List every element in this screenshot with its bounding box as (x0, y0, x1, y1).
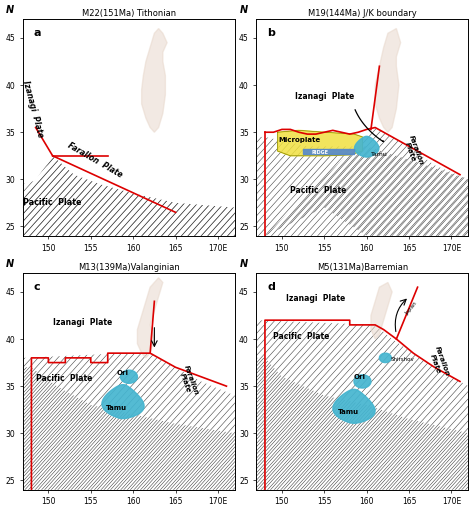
Title: M5(131Ma)Barremian: M5(131Ma)Barremian (317, 263, 408, 272)
Polygon shape (142, 29, 167, 132)
Polygon shape (379, 353, 391, 362)
Text: Izanagi  Plate: Izanagi Plate (53, 318, 112, 327)
Polygon shape (102, 385, 144, 418)
Title: M19(144Ma) J/K boundary: M19(144Ma) J/K boundary (308, 9, 417, 18)
Polygon shape (375, 29, 401, 132)
Text: Farallon
Plate: Farallon Plate (402, 134, 425, 168)
Text: RIDGE: RIDGE (311, 150, 328, 155)
Text: N: N (6, 259, 14, 269)
Text: Shirshov: Shirshov (391, 357, 414, 361)
Text: Tamu: Tamu (371, 152, 388, 157)
Polygon shape (354, 375, 371, 388)
Text: Izanagi  Plate: Izanagi Plate (286, 294, 346, 303)
Text: Pacific  Plate: Pacific Plate (23, 199, 82, 207)
Text: N: N (239, 259, 247, 269)
Text: Pacific  Plate: Pacific Plate (291, 186, 347, 196)
Text: c: c (34, 282, 40, 292)
Text: Farallon
Plate: Farallon Plate (427, 346, 450, 379)
Text: Ori: Ori (354, 374, 366, 379)
Text: N: N (239, 5, 247, 15)
Text: Microplate: Microplate (279, 137, 321, 143)
Text: Pacific  Plate: Pacific Plate (273, 332, 330, 341)
Polygon shape (333, 389, 375, 423)
Text: a: a (34, 28, 41, 38)
Text: b: b (267, 28, 275, 38)
Text: N: N (6, 5, 14, 15)
Text: Ori: Ori (117, 370, 129, 376)
Text: Farallon  Plate: Farallon Plate (66, 141, 124, 180)
Title: M13(139Ma)Valanginian: M13(139Ma)Valanginian (78, 263, 180, 272)
Text: Tamu: Tamu (106, 404, 127, 411)
Title: M22(151Ma) Tithonian: M22(151Ma) Tithonian (82, 9, 176, 18)
Polygon shape (371, 283, 392, 339)
Polygon shape (278, 131, 363, 156)
Text: d: d (267, 282, 275, 292)
Text: Farallon
Plate: Farallon Plate (177, 365, 200, 398)
Text: Pacific  Plate: Pacific Plate (36, 374, 92, 383)
Polygon shape (355, 136, 379, 157)
Polygon shape (120, 370, 137, 383)
Text: Izanagi  Plate: Izanagi Plate (295, 92, 354, 101)
Text: Izanagi  Plate: Izanagi Plate (21, 79, 45, 138)
Text: Japan: Japan (405, 301, 419, 316)
Polygon shape (137, 278, 163, 358)
Text: Tamu: Tamu (337, 410, 359, 415)
